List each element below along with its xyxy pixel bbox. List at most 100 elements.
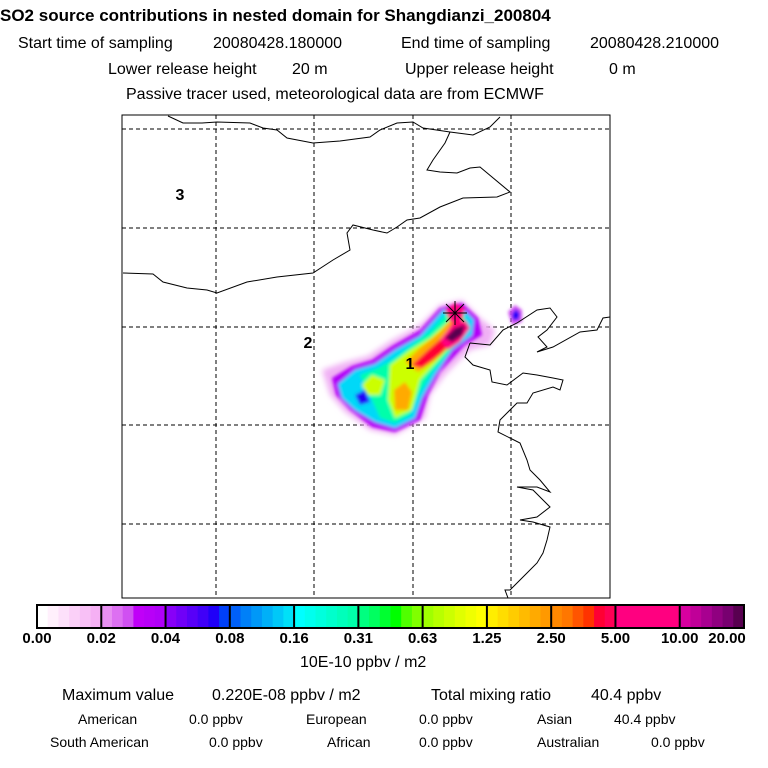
colorbar-cell [272,605,284,628]
colorbar-tick-label: 0.04 [150,630,181,647]
colorbar-cell [251,605,263,628]
chart-title: SO2 source contributions in nested domai… [0,6,551,25]
colorbar-cell [615,605,627,628]
colorbar-cell [669,605,681,628]
colorbar-cell [561,605,574,628]
colorbar-cell [701,605,713,628]
region-australian-value: 0.0 ppbv [651,734,705,750]
region-asian-label: Asian [537,711,573,727]
start-time-label: Start time of sampling [18,35,173,52]
colorbar-cell [540,605,552,628]
colorbar-cell [144,605,156,628]
end-time-label: End time of sampling [401,35,551,52]
region-american-label: American [78,711,138,727]
coastlines [122,115,610,598]
colorbar-cell [658,605,670,628]
colorbar [36,604,745,629]
colorbar-cell [79,605,92,628]
asterisk-icon [443,301,467,325]
region-label-3: 3 [176,187,185,204]
region-south-american-value: 0.0 ppbv [209,734,263,750]
colorbar-cell [208,605,220,628]
colorbar-cell [444,605,456,628]
map-frame [121,114,611,599]
colorbar-cell [626,605,638,628]
start-time-value: 20080428.180000 [213,35,343,52]
colorbar-cell [283,605,295,628]
colorbar-cell [572,605,584,628]
colorbar-cell [411,605,424,628]
colorbar-cell [304,605,317,628]
colorbar-cell [519,605,531,628]
region-american-value: 0.0 ppbv [189,711,243,727]
end-time-value: 20080428.210000 [590,35,720,52]
lower-height-label: Lower release height [108,61,257,78]
total-mixing-label: Total mixing ratio [431,687,552,704]
colorbar-cell [465,605,477,628]
colorbar-cell [722,605,734,628]
colorbar-cell [111,605,124,628]
colorbar-tick-label: 1.25 [472,630,502,647]
region-australian-label: Australian [537,734,600,750]
region-european-value: 0.0 ppbv [419,711,473,727]
colorbar-cell [176,605,188,628]
tracer-note: Passive tracer used, meteorological data… [126,86,544,103]
colorbar-cell [583,605,595,628]
max-value: 0.220E-08 ppbv / m2 [212,687,361,704]
colorbar-cell [390,605,402,628]
colorbar-cell [604,605,617,628]
region-asian-value: 40.4 ppbv [614,711,676,727]
colorbar-cell [186,605,199,628]
colorbar-cell [347,605,359,628]
colorbar-cell [508,605,520,628]
colorbar-tick-label: 2.50 [536,630,566,647]
colorbar-cell [733,605,745,628]
colorbar-cell [486,605,499,628]
colorbar-cell [401,605,413,628]
colorbar-tick-label: 0.16 [279,630,309,647]
colorbar-cell [711,605,724,628]
colorbar-tick-label: 0.31 [343,630,373,647]
colorbar-cell [690,605,702,628]
colorbar-cell [679,605,692,628]
region-label-2: 2 [304,335,313,352]
total-mixing-value: 40.4 ppbv [591,687,662,704]
colorbar-tick-label: 5.00 [600,630,631,647]
region-african-value: 0.0 ppbv [419,734,473,750]
colorbar-cell [594,605,606,628]
upper-height-value: 0 m [609,61,636,78]
colorbar-cell [647,605,659,628]
colorbar-cell [326,605,338,628]
colorbar-cell [122,605,135,628]
colorbar-unit: 10E-10 ppbv / m2 [300,654,427,671]
colorbar-cell [229,605,242,628]
colorbar-cell [476,605,488,628]
colorbar-cell [219,605,231,628]
colorbar-cell [101,605,113,628]
colorbar-cell [47,605,60,628]
colorbar-cell [58,605,70,628]
colorbar-cell [69,605,81,628]
colorbar-tick-label: 20.00 [708,630,746,647]
lower-height-value: 20 m [292,61,328,78]
max-value-label: Maximum value [62,687,175,704]
colorbar-cell [529,605,542,628]
grid-lines [122,115,610,598]
colorbar-cell [315,605,327,628]
colorbar-cell [154,605,167,628]
colorbar-cell [240,605,252,628]
colorbar-cell [358,605,370,628]
colorbar-cell [454,605,467,628]
colorbar-cell [551,605,563,628]
region-european-label: European [306,711,367,727]
colorbar-cell [197,605,209,628]
colorbar-tick-label: 10.00 [660,630,699,647]
region-african-label: African [327,734,371,750]
colorbar-tick-label: 0.63 [408,630,438,647]
colorbar-cell [336,605,349,628]
colorbar-cell [422,605,434,628]
region-label-1: 1 [406,356,415,373]
colorbar-cell [369,605,381,628]
colorbar-cell [133,605,145,628]
